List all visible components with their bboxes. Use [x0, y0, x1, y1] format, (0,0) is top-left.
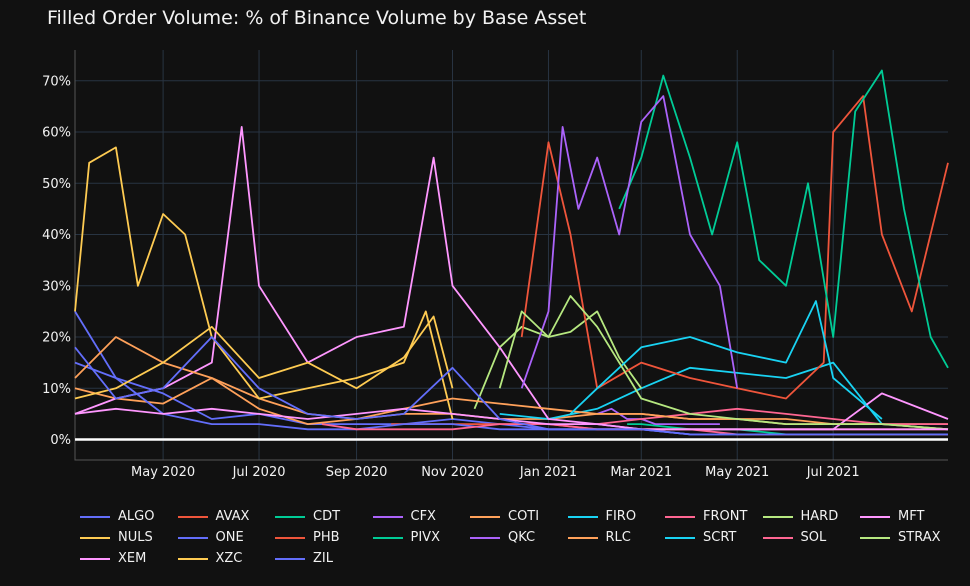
legend-label: RLC: [605, 530, 631, 545]
x-tick-label: Sep 2020: [326, 465, 388, 480]
y-axis-ticks: 0% 10% 20% 30% 40% 50% 60% 70%: [42, 74, 71, 448]
legend-item-avax[interactable]: AVAX: [177, 508, 250, 525]
legend-item-coti[interactable]: COTI: [470, 508, 539, 525]
legend-swatch: [275, 515, 305, 518]
legend-item-qkc[interactable]: QKC: [470, 529, 535, 546]
legend-swatch: [470, 536, 500, 539]
x-tick-label: May 2021: [705, 465, 769, 480]
series-line-scrt[interactable]: [569, 300, 883, 420]
legend-label: FRONT: [703, 509, 748, 524]
legend-item-algo[interactable]: ALGO: [80, 508, 154, 525]
legend-swatch: [275, 557, 305, 560]
legend-item-pivx[interactable]: PIVX: [372, 529, 440, 546]
legend-label: HARD: [800, 509, 839, 524]
legend-item-strax[interactable]: STRAX: [860, 529, 941, 546]
legend-swatch: [177, 515, 208, 518]
series-line-pivx[interactable]: [618, 69, 949, 369]
legend-label: XEM: [118, 551, 147, 566]
legend-label: NULS: [118, 530, 153, 545]
legend-swatch: [372, 515, 403, 518]
x-tick-label: Jul 2020: [232, 465, 286, 480]
legend-item-firo[interactable]: FIRO: [567, 508, 637, 525]
x-tick-label: May 2020: [131, 465, 195, 480]
legend-swatch: [762, 515, 793, 518]
x-tick-label: Nov 2020: [421, 465, 484, 480]
legend-item-one[interactable]: ONE: [177, 529, 244, 546]
grid-lines: [74, 50, 948, 461]
legend-item-cdt[interactable]: CDT: [275, 508, 340, 525]
series-lines: [74, 69, 949, 436]
legend-label: PHB: [313, 530, 340, 545]
legend-label: FIRO: [605, 509, 637, 524]
legend-label: QKC: [508, 530, 536, 545]
legend-swatch: [80, 515, 110, 518]
legend-swatch: [372, 536, 403, 539]
legend-item-front[interactable]: FRONT: [665, 508, 747, 525]
y-tick-label: 50%: [42, 177, 71, 192]
y-tick-label: 20%: [42, 331, 71, 346]
series-line-cfx[interactable]: [596, 407, 720, 426]
x-tick-label: Jan 2021: [519, 465, 577, 480]
legend-swatch: [567, 536, 598, 539]
legend-label: MFT: [898, 509, 925, 524]
series-line-hard[interactable]: [473, 310, 643, 410]
y-tick-label: 60%: [42, 126, 71, 141]
legend-item-xzc[interactable]: XZC: [177, 550, 243, 567]
legend-swatch: [80, 536, 110, 539]
legend-swatch: [860, 536, 890, 539]
series-line-zil[interactable]: [74, 336, 948, 436]
legend-label: PIVX: [410, 530, 440, 545]
series-line-qkc[interactable]: [520, 95, 739, 389]
y-tick-label: 10%: [42, 382, 71, 397]
series-line-xzc[interactable]: [74, 315, 454, 400]
legend-swatch: [665, 515, 695, 518]
legend-item-phb[interactable]: PHB: [275, 529, 340, 546]
series-line-firo[interactable]: [499, 361, 949, 431]
legend-label: XZC: [215, 551, 243, 566]
legend-label: CDT: [313, 509, 341, 524]
legend-item-rlc[interactable]: RLC: [567, 529, 631, 546]
legend-item-cfx[interactable]: CFX: [372, 508, 436, 525]
legend-label: COTI: [508, 509, 540, 524]
legend-swatch: [275, 536, 305, 539]
legend-swatch: [177, 536, 208, 539]
legend-label: ALGO: [118, 509, 155, 524]
legend-item-nuls[interactable]: NULS: [80, 529, 153, 546]
legend-label: AVAX: [215, 509, 250, 524]
legend-swatch: [470, 515, 500, 518]
chart-title: Filled Order Volume: % of Binance Volume…: [47, 7, 587, 29]
legend-item-zil[interactable]: ZIL: [275, 550, 333, 567]
series-line-strax[interactable]: [498, 295, 949, 431]
x-tick-label: Mar 2021: [610, 465, 672, 480]
y-tick-label: 70%: [42, 74, 71, 89]
legend-label: CFX: [410, 509, 436, 524]
axis-lines: [74, 50, 948, 461]
legend-swatch: [665, 536, 695, 539]
y-tick-label: 30%: [42, 279, 71, 294]
legend-swatch: [177, 557, 208, 560]
legend-item-hard[interactable]: HARD: [762, 508, 839, 525]
legend-label: STRAX: [898, 530, 941, 545]
legend-swatch: [80, 557, 110, 560]
legend-label: ZIL: [313, 551, 333, 566]
legend-item-sol[interactable]: SOL: [762, 529, 827, 546]
legend-swatch: [762, 536, 793, 539]
plot-background: [75, 50, 948, 460]
legend-item-xem[interactable]: XEM: [80, 550, 146, 567]
legend-item-mft[interactable]: MFT: [860, 508, 924, 525]
y-tick-label: 40%: [42, 228, 71, 243]
legend-label: SOL: [800, 530, 827, 545]
legend-swatch: [567, 515, 598, 518]
legend-swatch: [860, 515, 890, 518]
plot-area[interactable]: 0% 10% 20% 30% 40% 50% 60% 70% May 2020 Jul 2020…: [0, 0, 970, 500]
legend-label: ONE: [215, 530, 244, 545]
y-tick-label: 0%: [50, 433, 71, 448]
x-axis-ticks: May 2020 Jul 2020 Sep 2020 Nov 2020 Jan 2021…: [131, 465, 860, 480]
legend-label: SCRT: [703, 530, 737, 545]
series-line-phb[interactable]: [520, 95, 949, 400]
x-tick-label: Jul 2021: [806, 465, 860, 480]
legend-item-scrt[interactable]: SCRT: [665, 529, 736, 546]
